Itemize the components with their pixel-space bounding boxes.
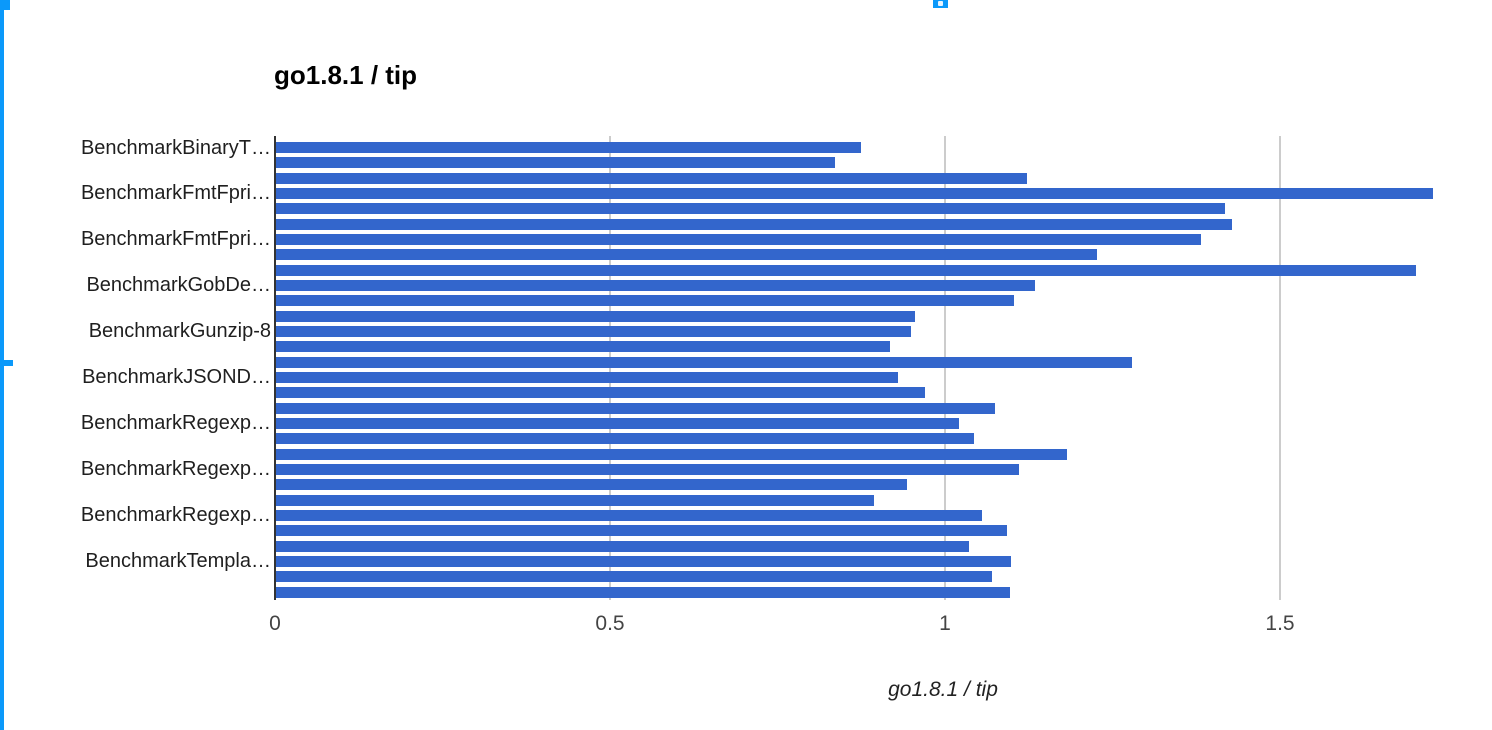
bar-row-16[interactable] — [276, 371, 898, 383]
selection-handle-middle-left[interactable] — [0, 360, 13, 366]
y-axis-line — [274, 136, 276, 600]
x-tick-label: 1.5 — [1265, 612, 1295, 635]
x-axis-title: go1.8.1 / tip — [888, 678, 998, 701]
selection-handle-top-center[interactable] — [933, 0, 948, 8]
bar-row-15[interactable] — [276, 356, 1132, 368]
bar-row-4[interactable] — [276, 187, 1433, 199]
bar-row-2[interactable] — [276, 157, 835, 169]
category-label: BenchmarkGunzip-8 — [88, 320, 271, 343]
bar-row-9[interactable] — [276, 264, 1416, 276]
gridline-1 — [944, 136, 946, 600]
bar-row-28[interactable] — [276, 555, 1011, 567]
chart-title: go1.8.1 / tip — [274, 60, 418, 90]
selection-handle-dot — [938, 1, 943, 6]
bar-row-27[interactable] — [276, 540, 969, 552]
bar-row-30[interactable] — [276, 586, 1010, 598]
bar-row-21[interactable] — [276, 448, 1067, 460]
bar-row-23[interactable] — [276, 479, 907, 491]
bar-row-5[interactable] — [276, 203, 1225, 215]
bar-row-12[interactable] — [276, 310, 915, 322]
x-tick-label: 0 — [269, 612, 281, 635]
bar-row-14[interactable] — [276, 341, 890, 353]
bar-row-3[interactable] — [276, 172, 1027, 184]
bar-row-22[interactable] — [276, 463, 1019, 475]
bar-row-26[interactable] — [276, 525, 1007, 537]
selection-handle-top-left[interactable] — [0, 0, 10, 10]
bar-row-25[interactable] — [276, 509, 982, 521]
bar-row-11[interactable] — [276, 295, 1014, 307]
bar-row-1[interactable] — [276, 142, 861, 153]
selection-border-left — [0, 10, 4, 730]
bar-row-17[interactable] — [276, 387, 925, 399]
gridline-0.5 — [609, 136, 611, 600]
category-label: BenchmarkJSOND… — [82, 366, 271, 389]
category-label: BenchmarkBinaryT… — [80, 136, 271, 159]
category-label: BenchmarkFmtFpri… — [80, 182, 271, 205]
bar-row-18[interactable] — [276, 402, 995, 414]
category-label: BenchmarkGobDe… — [86, 274, 271, 297]
bar-row-6[interactable] — [276, 218, 1232, 230]
category-label: BenchmarkRegexp… — [80, 458, 271, 481]
category-label: BenchmarkRegexp… — [80, 412, 271, 435]
gridline-1.5 — [1279, 136, 1281, 600]
category-label: BenchmarkFmtFpri… — [80, 228, 271, 251]
bar-row-10[interactable] — [276, 279, 1035, 291]
category-label: BenchmarkTempla… — [85, 550, 271, 573]
bar-row-7[interactable] — [276, 233, 1201, 245]
bar-row-13[interactable] — [276, 325, 911, 337]
category-label: BenchmarkRegexp… — [80, 504, 271, 527]
bar-row-29[interactable] — [276, 571, 992, 583]
bar-row-24[interactable] — [276, 494, 874, 506]
bar-row-8[interactable] — [276, 249, 1097, 261]
x-tick-label: 0.5 — [595, 612, 625, 635]
bar-row-19[interactable] — [276, 417, 959, 429]
bar-row-20[interactable] — [276, 433, 974, 445]
x-tick-label: 1 — [939, 612, 951, 635]
